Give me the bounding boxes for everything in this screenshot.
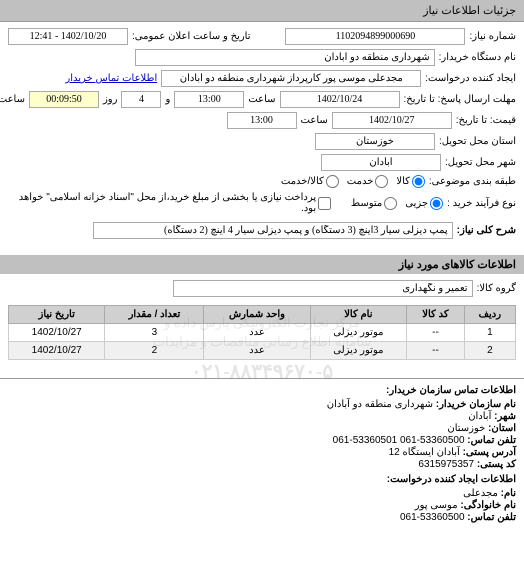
creator-info-title: اطلاعات ایجاد کننده درخواست: <box>8 474 516 485</box>
cat-service-radio[interactable]: خدمت <box>347 175 389 188</box>
cell: 1 <box>464 324 515 342</box>
announce-label: تاریخ و ساعت اعلان عمومی: <box>132 31 251 42</box>
cell: عدد <box>204 324 310 342</box>
goods-table: ردیف کد کالا نام کالا واحد شمارش تعداد /… <box>8 305 516 360</box>
creator-input[interactable] <box>161 70 421 87</box>
cat-goods-label: کالا <box>396 176 410 187</box>
cphone-label: تلفن تماس: <box>467 512 516 523</box>
info-address-label: آدرس پستی: <box>463 447 516 458</box>
cell: 1402/10/27 <box>9 324 105 342</box>
lname-label: نام خانوادگی: <box>460 500 516 511</box>
cell: 2 <box>464 342 515 360</box>
goods-section-title: اطلاعات کالاهای مورد نیاز <box>0 255 524 274</box>
request-no-input[interactable] <box>285 28 465 45</box>
price-label: قیمت: تا تاریخ: <box>456 115 516 126</box>
col-name: نام کالا <box>310 306 407 324</box>
creator-label: ایجاد کننده درخواست: <box>425 73 516 84</box>
cat-goods-radio[interactable]: کالا <box>396 175 425 188</box>
days-and: و <box>165 94 170 105</box>
price-time-label: ساعت <box>301 115 328 126</box>
days-input[interactable] <box>121 91 161 108</box>
info-province-value: خوزستان <box>447 423 485 434</box>
deadline-label: مهلت ارسال پاسخ: تا تاریخ: <box>404 94 516 105</box>
col-row: ردیف <box>464 306 515 324</box>
info-province-label: استان: <box>488 423 516 434</box>
col-qty: تعداد / مقدار <box>105 306 204 324</box>
fname-label: نام: <box>501 488 516 499</box>
announce-input[interactable] <box>8 28 128 45</box>
cell: -- <box>407 342 465 360</box>
process-label: نوع فرآیند خرید : <box>447 198 516 209</box>
price-date-input[interactable] <box>332 112 452 129</box>
table-row: 2 -- موتور دیزلی عدد 2 1402/10/27 <box>9 342 516 360</box>
form-area: شماره نیاز: تاریخ و ساعت اعلان عمومی: نا… <box>0 22 524 249</box>
goods-table-wrap: ردیف کد کالا نام کالا واحد شمارش تعداد /… <box>8 301 516 364</box>
proc-medium-radio[interactable]: متوسط <box>351 197 397 210</box>
proc-partial-label: جزیی <box>405 198 428 209</box>
days-after: روز <box>103 94 118 105</box>
info-title: اطلاعات تماس سازمان خریدار: <box>8 385 516 396</box>
proc-partial-radio[interactable]: جزیی <box>405 197 443 210</box>
cat-both-label: کالا/خدمت <box>281 176 324 187</box>
col-code: کد کالا <box>407 306 465 324</box>
lname-value: موسی پور <box>415 500 458 511</box>
buyer-input[interactable] <box>135 49 435 66</box>
cell: 2 <box>105 342 204 360</box>
table-row: 1 -- موتور دیزلی عدد 3 1402/10/27 <box>9 324 516 342</box>
group-label: گروه کالا: <box>477 283 516 294</box>
info-address-value: آبادان ایستگاه 12 <box>389 447 460 458</box>
desc-input[interactable] <box>93 222 453 239</box>
cphone-value: 53360500-061 <box>400 512 465 523</box>
deadline-time-input[interactable] <box>174 91 244 108</box>
col-date: تاریخ نیاز <box>9 306 105 324</box>
city-input[interactable] <box>321 154 441 171</box>
province-input[interactable] <box>315 133 435 150</box>
process-radio-group: جزیی متوسط <box>351 197 443 210</box>
info-phone-value: 53360500-061 53360501-061 <box>333 435 465 446</box>
cat-service-label: خدمت <box>347 176 374 187</box>
cat-both-radio[interactable]: کالا/خدمت <box>281 175 339 188</box>
info-postal-value: 6315975357 <box>418 459 474 470</box>
contact-link[interactable]: اطلاعات تماس خریدار <box>65 73 157 84</box>
table-header-row: ردیف کد کالا نام کالا واحد شمارش تعداد /… <box>9 306 516 324</box>
info-postal-label: کد پستی: <box>477 459 516 470</box>
org-label: نام سازمان خریدار: <box>436 399 516 410</box>
category-radio-group: کالا خدمت کالا/خدمت <box>281 175 425 188</box>
province-label: استان محل تحویل: <box>439 136 516 147</box>
buyer-label: نام دستگاه خریدار: <box>439 52 516 63</box>
cell: عدد <box>204 342 310 360</box>
prepay-checkbox[interactable]: پرداخت نیازی یا بخشی از مبلغ خرید،از محل… <box>8 192 331 214</box>
deadline-date-input[interactable] <box>280 91 400 108</box>
cell: 1402/10/27 <box>9 342 105 360</box>
category-label: طبقه بندی موضوعی: <box>429 176 516 187</box>
fname-value: مجدعلی <box>463 488 498 499</box>
col-unit: واحد شمارش <box>204 306 310 324</box>
info-phone-label: تلفن تماس: <box>467 435 516 446</box>
request-no-label: شماره نیاز: <box>469 31 516 42</box>
info-city-value: آبادان <box>468 411 491 422</box>
info-city-label: شهر: <box>494 411 516 422</box>
proc-medium-label: متوسط <box>351 198 382 209</box>
org-value: شهرداری منطقه دو آبادان <box>327 399 433 410</box>
remaining-label: ساعت باقی مانده <box>0 94 25 105</box>
price-time-input[interactable] <box>227 112 297 129</box>
cell: 3 <box>105 324 204 342</box>
city-label: شهر محل تحویل: <box>445 157 516 168</box>
group-input[interactable] <box>173 280 473 297</box>
info-block: اطلاعات تماس سازمان خریدار: نام سازمان خ… <box>0 378 524 530</box>
cell: موتور دیزلی <box>310 324 407 342</box>
prepay-label: پرداخت نیازی یا بخشی از مبلغ خرید،از محل… <box>8 192 316 214</box>
cell: موتور دیزلی <box>310 342 407 360</box>
cell: -- <box>407 324 465 342</box>
desc-label: شرح کلی نیاز: <box>457 225 516 236</box>
deadline-time-label: ساعت <box>248 94 275 105</box>
remaining-input <box>29 91 99 108</box>
panel-header: جزئیات اطلاعات نیاز <box>0 0 524 22</box>
